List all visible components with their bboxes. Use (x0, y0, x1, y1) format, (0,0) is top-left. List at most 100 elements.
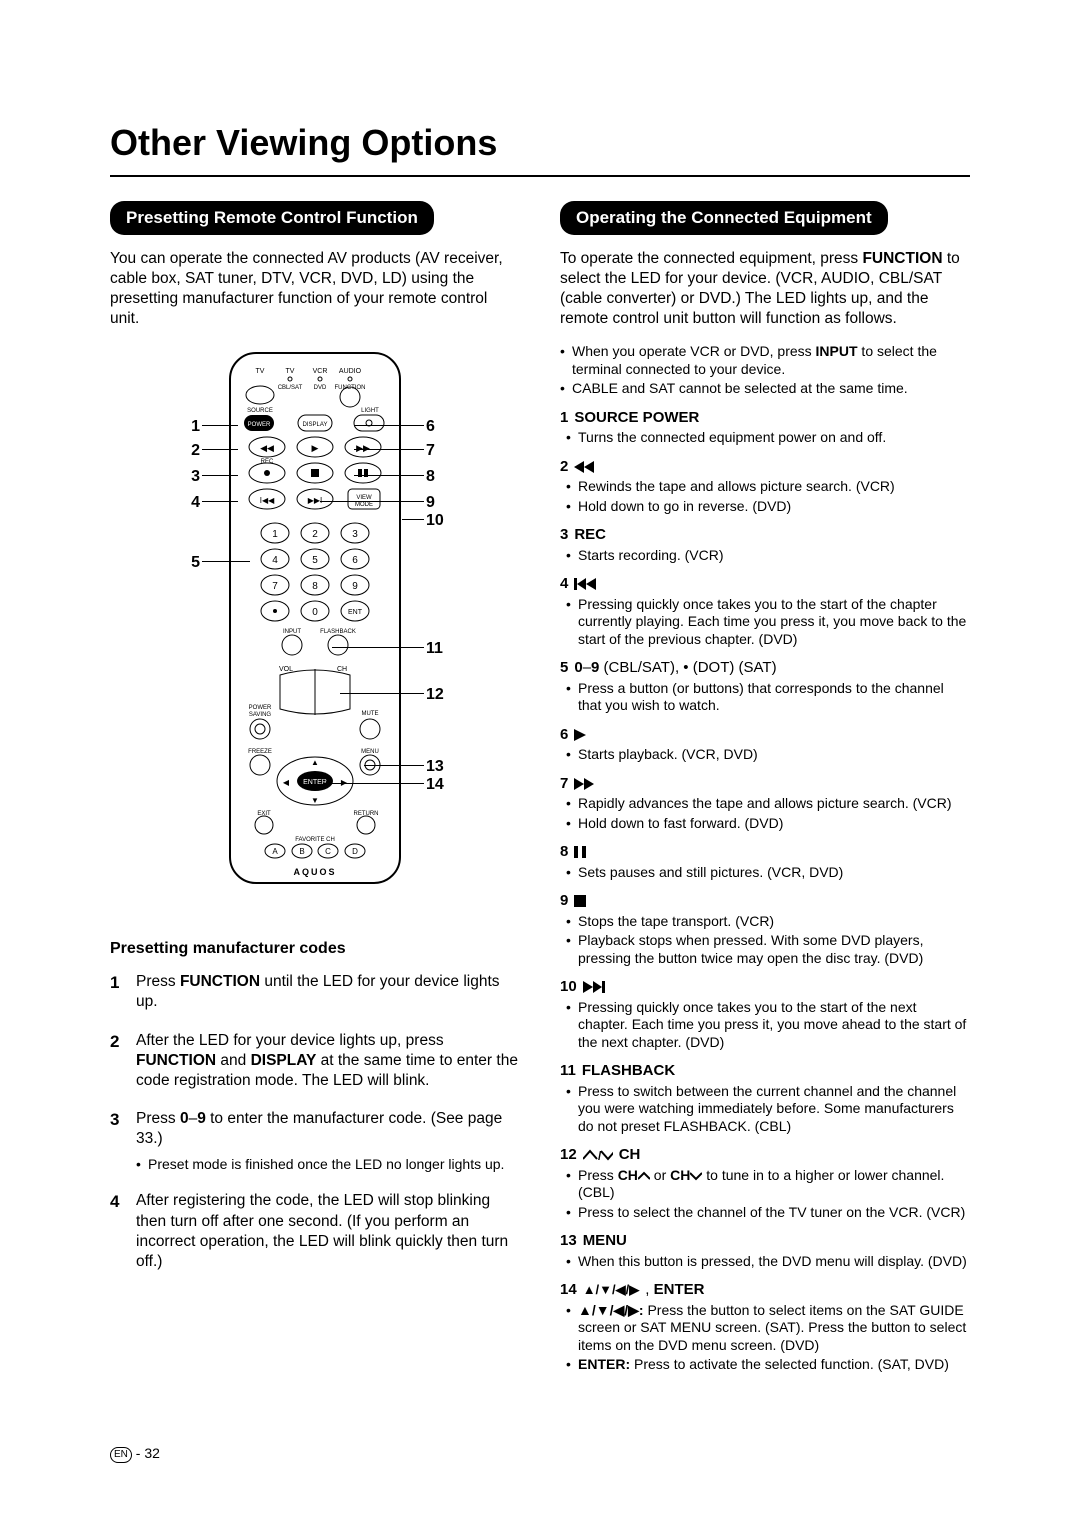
svg-text:SAVING: SAVING (249, 712, 272, 718)
entry-head: 6 (560, 725, 970, 745)
entry-item: Press to switch between the current chan… (560, 1083, 970, 1136)
entry-item: ▲/▼/◀/▶: Press the button to select item… (560, 1302, 970, 1355)
svg-text:FREEZE: FREEZE (248, 749, 272, 755)
entry: 9 Stops the tape transport. (VCR)Playbac… (560, 891, 970, 967)
svg-text:B: B (299, 847, 304, 856)
callout-6: 6 (426, 417, 452, 438)
svg-text:MUTE: MUTE (362, 711, 379, 717)
presetting-codes-heading: Presetting manufacturer codes (110, 939, 520, 960)
right-pill: Operating the Connected Equipment (560, 201, 888, 235)
svg-text:▶: ▶ (312, 443, 319, 453)
ops-top-item: When you operate VCR or DVD, press INPUT… (560, 343, 970, 378)
pause-icon (574, 842, 586, 862)
callout-12: 12 (426, 685, 452, 706)
entry: 2 Rewinds the tape and allows picture se… (560, 457, 970, 516)
entry: 11 FLASHBACKPress to switch between the … (560, 1061, 970, 1135)
svg-text:LIGHT: LIGHT (361, 408, 379, 414)
entry-head: 13 MENU (560, 1231, 970, 1251)
svg-text:◀: ◀ (283, 778, 290, 787)
svg-text:ENT: ENT (348, 609, 363, 616)
entry: 12 /CHPress CH or CH to tune in to a hig… (560, 1145, 970, 1221)
svg-text:5: 5 (312, 555, 318, 566)
entry-item: Starts playback. (VCR, DVD) (560, 746, 970, 764)
svg-text:◀◀: ◀◀ (260, 443, 274, 453)
svg-text:3: 3 (352, 529, 358, 540)
entry-item: Pressing quickly once takes you to the s… (560, 596, 970, 649)
svg-text:MENU: MENU (361, 749, 379, 755)
callout-10: 10 (426, 511, 452, 532)
svg-text:D: D (352, 847, 358, 856)
svg-text:▼: ▼ (311, 796, 319, 805)
entry: 4 Pressing quickly once takes you to the… (560, 574, 970, 648)
entry-item: Starts recording. (VCR) (560, 547, 970, 565)
svg-text:6: 6 (352, 555, 358, 566)
callout-3: 3 (180, 467, 200, 488)
svg-text:8: 8 (312, 581, 318, 592)
svg-text:4: 4 (272, 555, 278, 566)
footer-page: 32 (144, 1445, 160, 1461)
entry-item: When this button is pressed, the DVD men… (560, 1253, 970, 1271)
entry-item: Hold down to fast forward. (DVD) (560, 815, 970, 833)
svg-text:1: 1 (272, 529, 278, 540)
svg-text:POWER: POWER (248, 422, 271, 428)
page-title: Other Viewing Options (110, 120, 970, 167)
callout-5: 5 (180, 553, 200, 574)
entry-item: Turns the connected equipment power on a… (560, 429, 970, 447)
svg-text:REC: REC (261, 459, 274, 465)
footer-en: EN (110, 1447, 132, 1463)
entry-head: 9 (560, 891, 970, 911)
svg-text:2: 2 (312, 529, 318, 540)
svg-text:0: 0 (312, 607, 318, 618)
entry: 10 Pressing quickly once takes you to th… (560, 977, 970, 1051)
callout-14: 14 (426, 775, 452, 796)
entry: 8 Sets pauses and still pictures. (VCR, … (560, 842, 970, 881)
entry-item: ENTER: Press to activate the selected fu… (560, 1356, 970, 1374)
svg-text:POWER: POWER (249, 705, 272, 711)
entry-head: 10 (560, 977, 970, 997)
svg-text:I◀◀: I◀◀ (260, 496, 275, 505)
chupdown-icon: / (583, 1145, 613, 1165)
step-item: Press 0–9 to enter the manufacturer code… (110, 1109, 520, 1173)
entry-item: Rapidly advances the tape and allows pic… (560, 795, 970, 813)
entry-item: Stops the tape transport. (VCR) (560, 913, 970, 931)
svg-text:INPUT: INPUT (283, 629, 301, 635)
entry-item: Rewinds the tape and allows picture sear… (560, 478, 970, 496)
svg-text:C: C (325, 847, 331, 856)
svg-text:MODE: MODE (355, 502, 373, 508)
callout-1: 1 (180, 417, 200, 438)
svg-text:VCR: VCR (313, 368, 328, 375)
entry: 7 Rapidly advances the tape and allows p… (560, 774, 970, 833)
skipback-icon (574, 574, 596, 594)
entry-head: 8 (560, 842, 970, 862)
entry-item: Press to select the channel of the TV tu… (560, 1204, 970, 1222)
callout-8: 8 (426, 467, 452, 488)
left-column: Presetting Remote Control Function You c… (110, 201, 520, 1384)
page-footer: EN - 32 (110, 1444, 970, 1463)
svg-text:FAVORITE CH: FAVORITE CH (295, 837, 335, 843)
svg-text:FUNCTION: FUNCTION (335, 385, 366, 391)
entry-head: 2 (560, 457, 970, 477)
entry: 5 0–9 (CBL/SAT), • (DOT) (SAT)Press a bu… (560, 658, 970, 715)
svg-text:FLASHBACK: FLASHBACK (320, 629, 356, 635)
right-intro: To operate the connected equipment, pres… (560, 249, 970, 330)
entry-head: 4 (560, 574, 970, 594)
svg-text:DISPLAY: DISPLAY (303, 422, 328, 428)
svg-text:CBL/SAT: CBL/SAT (278, 385, 303, 391)
rew-icon (574, 457, 594, 477)
entry-head: 14 ▲/▼/◀/▶, ENTER (560, 1280, 970, 1300)
svg-text:A: A (272, 847, 278, 856)
entry-head: 7 (560, 774, 970, 794)
callout-7: 7 (426, 441, 452, 462)
svg-text:DVD: DVD (314, 385, 327, 391)
svg-text:SOURCE: SOURCE (247, 408, 273, 414)
ops-top-item: CABLE and SAT cannot be selected at the … (560, 380, 970, 398)
svg-text:AUDIO: AUDIO (339, 368, 362, 375)
callout-4: 4 (180, 493, 200, 514)
entry-item: Pressing quickly once takes you to the s… (560, 999, 970, 1052)
entry-item: Press a button (or buttons) that corresp… (560, 680, 970, 715)
step-sub-item: Preset mode is finished once the LED no … (136, 1155, 520, 1173)
entry-head: 3 REC (560, 525, 970, 545)
title-rule (110, 175, 970, 177)
svg-text:9: 9 (352, 581, 358, 592)
entry: 3 REC Starts recording. (VCR) (560, 525, 970, 564)
